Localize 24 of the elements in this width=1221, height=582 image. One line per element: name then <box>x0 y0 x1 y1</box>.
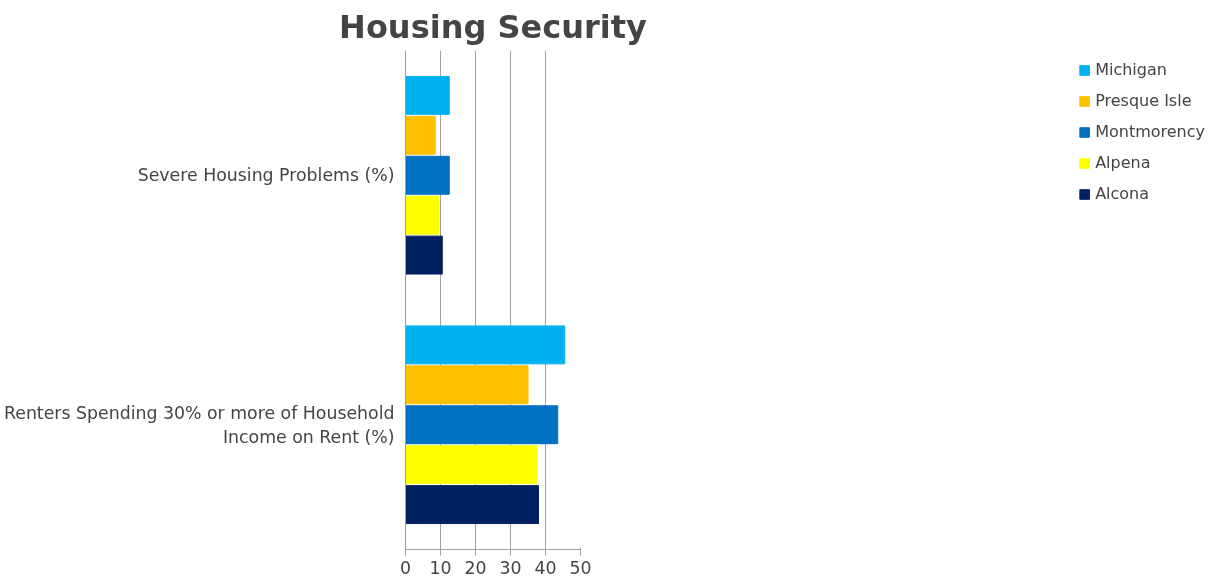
x-tick-label: 30 <box>499 557 522 578</box>
bar <box>405 235 443 275</box>
bar <box>405 155 450 195</box>
x-tick-label: 10 <box>429 557 452 578</box>
x-tick-label: 0 <box>399 557 412 578</box>
bar <box>405 405 559 445</box>
bar <box>405 445 538 485</box>
x-tick-label: 20 <box>464 557 487 578</box>
bar <box>405 195 440 235</box>
bar <box>405 365 529 405</box>
legend-label: Presque Isle <box>1095 91 1192 110</box>
legend-label: Alcona <box>1095 184 1150 203</box>
x-tick-label: 40 <box>534 557 557 578</box>
legend-label: Montmorency <box>1095 122 1205 141</box>
legend-label: Michigan <box>1095 60 1167 79</box>
bar <box>405 75 450 115</box>
legend-label: Alpena <box>1095 153 1151 172</box>
bar <box>405 485 539 525</box>
chart-title: Housing Security <box>339 7 648 46</box>
x-tick-label: 50 <box>569 557 592 578</box>
y-tick-label: Severe Housing Problems (%) <box>137 165 395 186</box>
y-tick-label: Renters Spending 30% or more of Household Income on Rent (%) <box>3 402 395 447</box>
bar <box>405 115 436 155</box>
bar <box>405 325 566 365</box>
